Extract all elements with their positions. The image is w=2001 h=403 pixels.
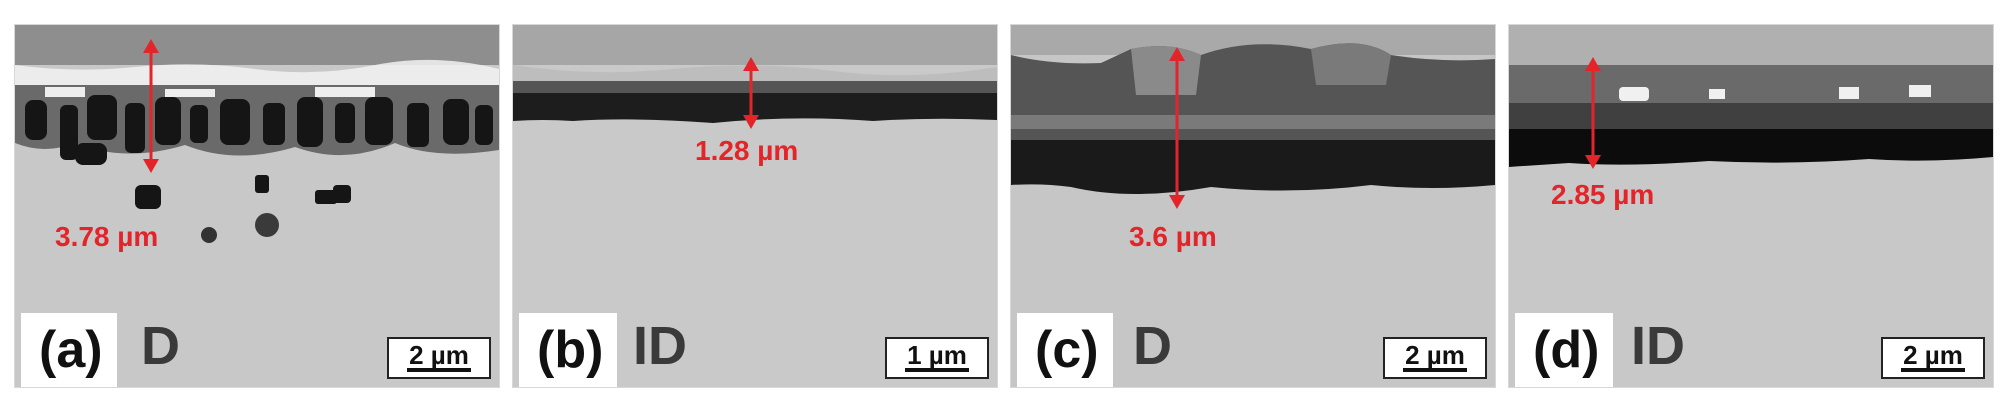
sem-image-c <box>1011 25 1495 387</box>
thickness-label: 3.78 µm <box>55 221 159 252</box>
scale-bar-label: 2 µm <box>409 340 469 370</box>
scale-bar-label: 1 µm <box>907 340 967 370</box>
scale-bar-label: 2 µm <box>1405 340 1465 370</box>
condition-label: D <box>141 316 180 376</box>
micrograph-panel-c: 3.6 µm (c) D 2 µm <box>1010 24 1496 388</box>
panel-label: (c) <box>1017 313 1113 387</box>
scale-bar: 2 µm <box>1383 337 1487 379</box>
condition-label: ID <box>633 316 687 376</box>
condition-label: ID <box>1631 316 1685 376</box>
micrograph-panel-a: 3.78 µm (a) D 2 µm <box>14 24 500 388</box>
scale-bar-line <box>905 368 969 372</box>
micrograph-panel-d: 2.85 µm (d) ID 2 µm <box>1508 24 1994 388</box>
scale-bar: 2 µm <box>1881 337 1985 379</box>
scale-bar: 2 µm <box>387 337 491 379</box>
scale-bar-line <box>407 368 471 372</box>
sem-image-b <box>513 25 997 387</box>
scale-bar-line <box>1901 368 1965 372</box>
micrograph-panel-b: 1.28 µm (b) ID 1 µm <box>512 24 998 388</box>
panel-label: (b) <box>519 313 618 387</box>
panel-label: (a) <box>21 313 117 387</box>
thickness-label: 3.6 µm <box>1129 221 1217 252</box>
scale-bar-label: 2 µm <box>1903 340 1963 370</box>
scale-bar: 1 µm <box>885 337 989 379</box>
panel-label: (d) <box>1515 313 1614 387</box>
condition-label: D <box>1133 316 1172 376</box>
thickness-label: 1.28 µm <box>695 135 799 166</box>
scale-bar-line <box>1403 368 1467 372</box>
thickness-label: 2.85 µm <box>1551 179 1655 210</box>
